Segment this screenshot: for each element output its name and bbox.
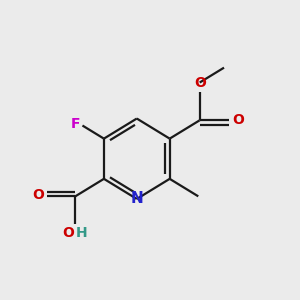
Text: O: O (62, 226, 74, 240)
Text: O: O (194, 76, 206, 89)
Text: H: H (75, 226, 87, 240)
Text: O: O (232, 113, 244, 127)
Text: N: N (130, 191, 143, 206)
Text: F: F (70, 117, 80, 131)
Text: O: O (32, 188, 44, 202)
